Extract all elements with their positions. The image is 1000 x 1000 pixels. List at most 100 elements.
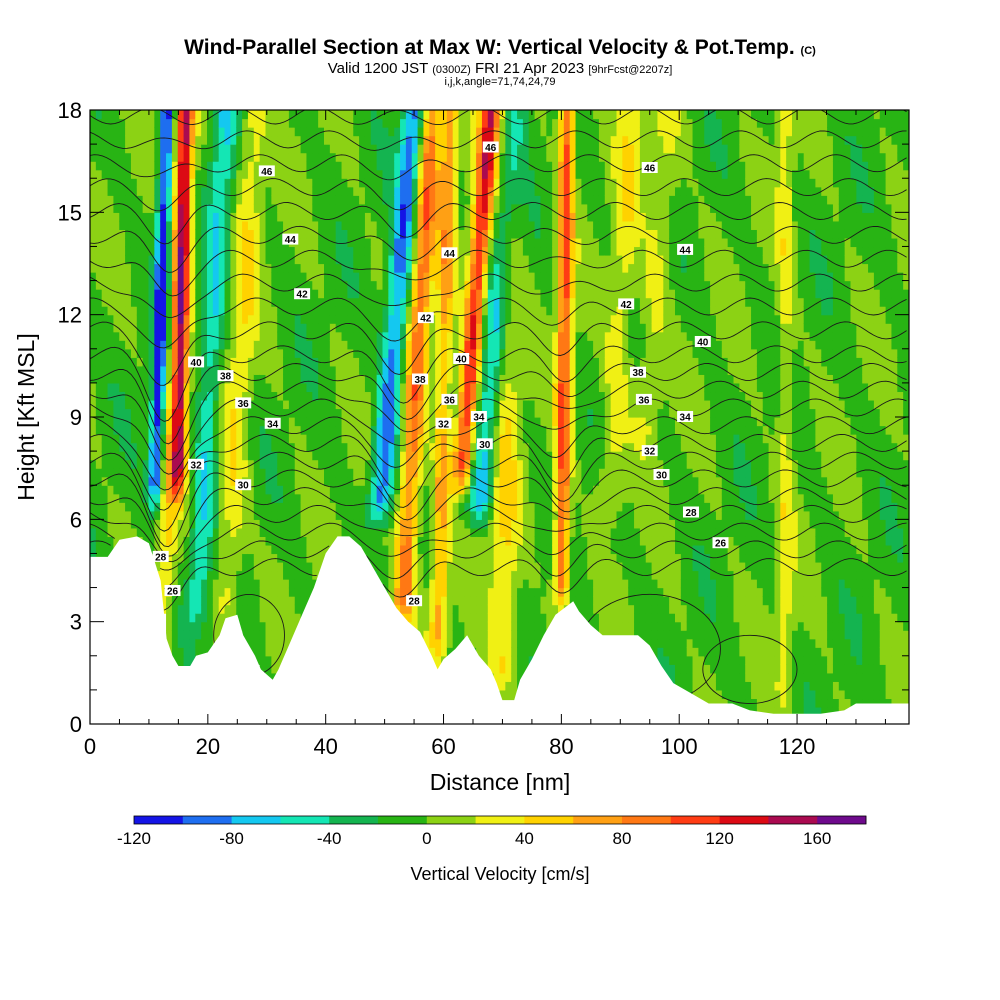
w-cell [207, 485, 214, 495]
w-cell [511, 570, 518, 580]
w-cell [130, 527, 138, 537]
w-cell [411, 289, 419, 299]
w-cell [388, 323, 395, 333]
w-cell [119, 306, 126, 316]
w-cell [511, 340, 518, 350]
w-cell [353, 417, 360, 427]
w-cell [382, 161, 389, 171]
w-cell [177, 579, 185, 589]
w-cell [429, 519, 436, 529]
w-cell [218, 144, 226, 154]
w-cell [101, 485, 109, 495]
w-cell [429, 579, 436, 589]
w-cell [283, 348, 290, 358]
w-cell [481, 485, 489, 495]
w-cell [259, 408, 267, 418]
w-cell [517, 417, 524, 427]
w-cell [405, 195, 413, 205]
w-cell [101, 306, 109, 316]
w-cell [107, 314, 114, 324]
w-cell [312, 357, 319, 367]
w-cell [224, 203, 231, 213]
w-cell [171, 203, 179, 213]
w-cell [341, 263, 348, 273]
w-cell [476, 203, 483, 213]
w-cell [160, 510, 167, 520]
w-cell [154, 434, 161, 444]
w-cell [177, 630, 185, 640]
w-cell [306, 425, 313, 435]
w-cell [201, 254, 208, 265]
w-cell [429, 118, 436, 128]
w-cell [505, 340, 512, 350]
w-cell [271, 289, 278, 299]
w-cell [312, 161, 319, 171]
w-cell [522, 135, 530, 145]
w-cell [318, 536, 325, 546]
w-cell [499, 391, 506, 401]
w-cell [136, 135, 144, 145]
w-cell [405, 604, 413, 614]
w-cell [107, 502, 114, 512]
w-cell [347, 110, 354, 120]
w-cell [452, 570, 460, 580]
w-cell [423, 596, 430, 606]
w-cell [195, 297, 202, 307]
w-cell [353, 161, 360, 171]
w-cell [312, 391, 319, 401]
w-cell [493, 664, 501, 674]
w-cell [400, 365, 407, 375]
w-cell [540, 118, 547, 128]
w-cell [522, 596, 530, 606]
w-cell [429, 587, 436, 597]
w-cell [312, 399, 319, 410]
w-cell [517, 596, 524, 606]
w-cell [271, 553, 278, 563]
w-cell [400, 340, 407, 350]
w-cell [329, 391, 337, 401]
w-cell [277, 510, 284, 520]
w-cell [511, 186, 518, 196]
w-cell [411, 544, 419, 555]
w-cell [95, 272, 103, 282]
w-cell [154, 229, 161, 239]
w-cell [148, 485, 155, 495]
w-cell [476, 186, 483, 196]
w-cell [335, 374, 343, 384]
w-cell [563, 561, 571, 572]
w-cell [341, 306, 348, 316]
w-cell [230, 502, 237, 512]
w-cell [306, 127, 313, 137]
w-cell [271, 570, 278, 580]
w-cell [283, 425, 290, 435]
w-cell [101, 365, 109, 375]
w-cell [470, 561, 477, 572]
w-cell [522, 323, 530, 333]
w-cell [552, 186, 559, 196]
w-cell [171, 382, 179, 393]
w-cell [329, 485, 337, 495]
w-cell [499, 664, 506, 674]
w-cell [318, 510, 325, 520]
w-cell [493, 297, 501, 307]
w-cell [166, 374, 173, 384]
w-cell [364, 502, 372, 512]
w-cell [283, 254, 290, 265]
w-cell [517, 229, 524, 239]
w-cell [107, 493, 114, 503]
w-cell [90, 169, 97, 179]
w-cell [312, 178, 319, 188]
w-cell [505, 314, 512, 324]
w-cell [136, 169, 144, 179]
w-cell [125, 169, 132, 179]
w-cell [411, 297, 419, 307]
w-cell [247, 502, 255, 512]
w-cell [201, 638, 208, 648]
w-cell [499, 689, 506, 700]
w-cell [499, 417, 506, 427]
w-cell [218, 468, 226, 478]
w-cell [423, 272, 430, 282]
w-cell [154, 161, 161, 171]
w-cell [283, 502, 290, 512]
w-cell [113, 127, 120, 137]
